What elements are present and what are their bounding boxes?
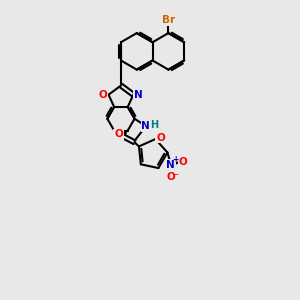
Text: O: O — [166, 172, 175, 182]
Text: N: N — [141, 121, 150, 131]
Text: H: H — [150, 120, 158, 130]
Text: O: O — [156, 133, 165, 142]
Text: N: N — [134, 90, 143, 100]
Text: Br: Br — [162, 15, 175, 26]
Text: O: O — [114, 129, 123, 139]
Text: +: + — [172, 155, 179, 164]
Text: O: O — [99, 90, 108, 100]
Text: O: O — [179, 157, 188, 167]
Text: N: N — [166, 160, 175, 170]
Text: ⁻: ⁻ — [174, 172, 179, 182]
